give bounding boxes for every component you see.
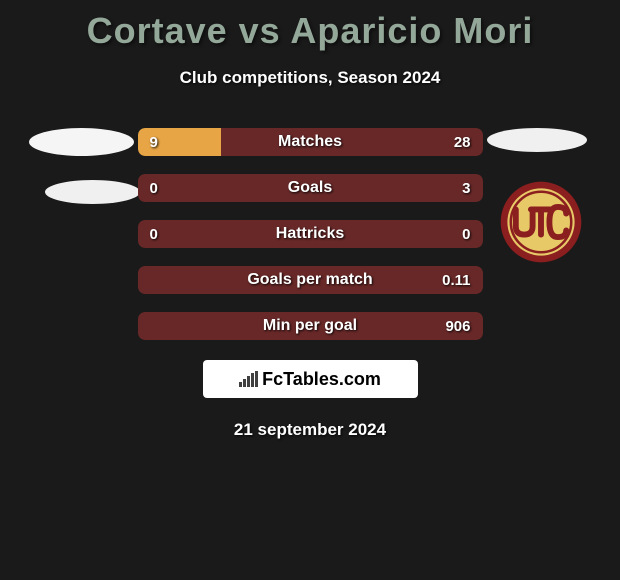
bar-segment-right [221, 128, 482, 156]
stat-right-value: 3 [462, 180, 470, 197]
fctables-label: FcTables.com [262, 369, 381, 390]
comparison-area: 9 Matches 28 0 Goals 3 0 Hattricks 0 Goals per ma… [0, 128, 620, 340]
date-text: 21 september 2024 [0, 420, 620, 440]
stat-left-value: 0 [150, 180, 158, 197]
stat-bar-min-per-goal: Min per goal 906 [138, 312, 483, 340]
stat-label: Goals [288, 179, 332, 197]
left-ellipse-1 [29, 128, 134, 156]
subtitle: Club competitions, Season 2024 [0, 68, 620, 88]
team-right-logo-area [483, 128, 598, 269]
stat-bar-matches: 9 Matches 28 [138, 128, 483, 156]
stat-label: Hattricks [276, 225, 344, 243]
stat-right-value: 0 [462, 226, 470, 243]
stat-right-value: 0.11 [442, 272, 470, 289]
stat-right-value: 28 [454, 134, 471, 151]
stat-left-value: 0 [150, 226, 158, 243]
chart-icon [239, 371, 258, 387]
utc-logo-icon [491, 180, 591, 264]
stat-bar-goals-per-match: Goals per match 0.11 [138, 266, 483, 294]
stats-bars: 9 Matches 28 0 Goals 3 0 Hattricks 0 Goals per ma… [138, 128, 483, 340]
right-ellipse [487, 128, 587, 152]
fctables-badge[interactable]: FcTables.com [203, 360, 418, 398]
stat-label: Goals per match [247, 271, 372, 289]
stat-bar-goals: 0 Goals 3 [138, 174, 483, 202]
stat-right-value: 906 [445, 318, 470, 335]
stat-label: Matches [278, 133, 342, 151]
stat-bar-hattricks: 0 Hattricks 0 [138, 220, 483, 248]
stat-label: Min per goal [263, 317, 357, 335]
left-ellipse-2 [45, 180, 140, 204]
stat-left-value: 9 [150, 134, 158, 151]
page-title: Cortave vs Aparicio Mori [0, 0, 620, 52]
